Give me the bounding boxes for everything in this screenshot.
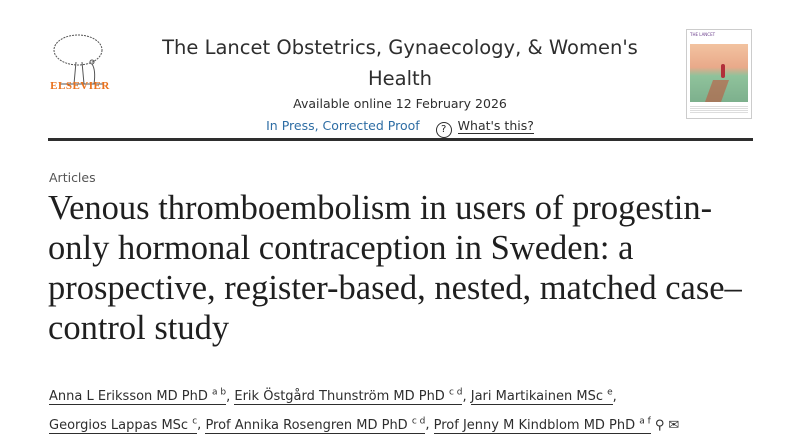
article-section: Articles [49,170,96,185]
author-link[interactable]: Anna L Eriksson MD PhD a b [49,388,227,406]
author-affiliation[interactable]: e [607,388,613,398]
article-status: In Press, Corrected Proof? What's this? [130,118,670,138]
author-name: Georgios Lappas MSc [49,417,189,433]
author-name: Jari Martikainen MSc [470,389,603,405]
author-affiliation[interactable]: c [192,416,198,427]
envelope-icon[interactable]: ✉ [668,417,680,433]
author-affiliation[interactable]: a f [639,416,651,427]
author-link[interactable]: Erik Östgård Thunström MD PhD c d [234,388,463,406]
whats-this-link[interactable]: What's this? [457,118,534,134]
header-divider [48,138,753,141]
author-name: Prof Annika Rosengren MD PhD [205,417,408,433]
author-link[interactable]: Prof Jenny M Kindblom MD PhD a f [433,416,651,434]
author-name: Erik Östgård Thunström MD PhD [234,389,445,405]
author-affiliation[interactable]: c d [411,416,426,427]
article-title: Venous thromboembolism in users of proge… [48,189,742,347]
author-link[interactable]: Georgios Lappas MSc c [49,416,198,434]
journal-title[interactable]: The Lancet Obstetrics, Gynaecology, & Wo… [162,36,638,90]
author-separator: , [462,389,471,405]
question-circle-icon[interactable]: ? [435,122,452,138]
elsevier-tree-logo[interactable] [48,26,112,98]
author-separator: , [197,417,206,433]
publisher-name: ELSEVIER [50,80,110,92]
author-link[interactable]: Prof Annika Rosengren MD PhD c d [205,416,426,434]
author-link[interactable]: Jari Martikainen MSc e [470,388,613,406]
author-name: Prof Jenny M Kindblom MD PhD [433,417,636,433]
author-list: Anna L Eriksson MD PhD a b, Erik Östgård… [49,381,769,438]
journal-cover-image[interactable]: THE LANCET [686,29,752,119]
author-separator: , [425,417,434,433]
author-separator: , [226,389,235,405]
available-online-date: Available online 12 February 2026 [293,96,507,111]
author-separator: , [612,389,617,405]
in-press-link[interactable]: In Press, Corrected Proof [266,118,420,133]
person-icon[interactable]: ⚲ [654,417,665,433]
author-name: Anna L Eriksson MD PhD [49,389,208,405]
author-affiliation[interactable]: c d [448,388,463,398]
author-affiliation[interactable]: a b [212,388,227,398]
